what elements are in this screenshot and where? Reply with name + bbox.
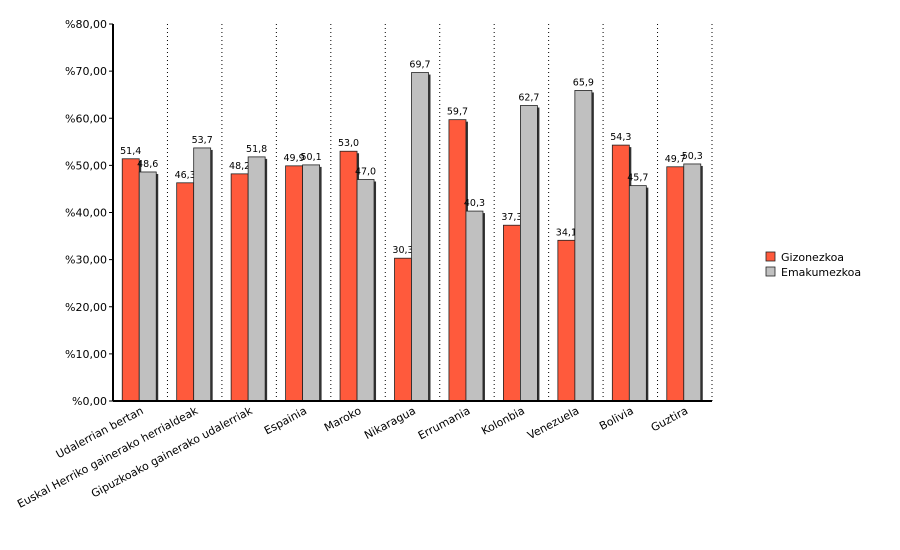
bar bbox=[628, 185, 647, 402]
value-label: 40,3 bbox=[464, 198, 485, 209]
value-label: 51,4 bbox=[120, 146, 141, 157]
legend-swatch bbox=[765, 251, 776, 262]
value-label: 48,6 bbox=[137, 159, 158, 170]
y-tick-label: %40,00 bbox=[65, 207, 107, 220]
legend-swatch bbox=[765, 266, 776, 277]
value-label: 49,7 bbox=[665, 154, 686, 165]
value-label: 50,1 bbox=[301, 152, 322, 163]
bar bbox=[574, 90, 593, 402]
legend-label: Emakumezkoa bbox=[781, 266, 861, 279]
y-tick-label: %60,00 bbox=[65, 112, 107, 125]
bar bbox=[121, 158, 140, 402]
bar bbox=[285, 165, 303, 402]
legend-label: Gizonezkoa bbox=[781, 251, 844, 264]
y-tick-label: %50,00 bbox=[65, 159, 107, 172]
bar bbox=[465, 210, 484, 402]
bar bbox=[193, 147, 212, 402]
y-tick-label: %70,00 bbox=[65, 65, 107, 78]
bar bbox=[230, 173, 249, 402]
x-tick-label: Udalerrian bertan bbox=[54, 404, 146, 461]
y-tick-label: %20,00 bbox=[65, 301, 107, 314]
bar bbox=[666, 166, 685, 402]
bar bbox=[176, 182, 195, 402]
x-tick-label: Kolonbia bbox=[479, 404, 527, 438]
value-label: 49,9 bbox=[284, 153, 305, 164]
value-label: 48,2 bbox=[229, 161, 250, 172]
bar bbox=[302, 164, 320, 402]
value-label: 45,7 bbox=[627, 173, 648, 184]
value-label: 34,1 bbox=[556, 227, 577, 238]
x-tick-label: Espainia bbox=[262, 404, 309, 437]
value-label: 53,7 bbox=[192, 135, 213, 146]
bar bbox=[339, 150, 358, 402]
x-tick-label: Nikaragua bbox=[362, 404, 418, 442]
value-label: 65,9 bbox=[573, 77, 594, 88]
bar bbox=[683, 163, 702, 402]
value-label: 50,3 bbox=[682, 151, 703, 162]
value-label: 37,3 bbox=[501, 212, 522, 223]
value-label: 47,0 bbox=[355, 167, 376, 178]
x-tick-label: Bolivia bbox=[597, 404, 636, 433]
x-tick-label: Maroko bbox=[322, 404, 364, 434]
value-label: 59,7 bbox=[447, 107, 468, 118]
value-label: 30,3 bbox=[392, 245, 413, 256]
y-tick-label: %80,00 bbox=[65, 18, 107, 31]
bar bbox=[557, 239, 576, 402]
value-label: 62,7 bbox=[518, 93, 539, 104]
bar bbox=[503, 224, 521, 402]
value-label: 51,8 bbox=[246, 144, 267, 155]
value-label: 54,3 bbox=[610, 132, 631, 143]
x-tick-label: Guztira bbox=[649, 404, 690, 434]
bar bbox=[356, 179, 375, 402]
value-label: 53,0 bbox=[338, 138, 359, 149]
value-label: 46,3 bbox=[175, 170, 196, 181]
x-tick-label: Venezuela bbox=[525, 404, 581, 442]
y-tick-label: %30,00 bbox=[65, 254, 107, 267]
y-tick-label: %0,00 bbox=[72, 395, 107, 408]
bar bbox=[448, 119, 467, 402]
bar bbox=[394, 257, 412, 402]
bar bbox=[411, 72, 429, 402]
bar bbox=[138, 171, 157, 402]
x-tick-label: Errumania bbox=[416, 404, 472, 442]
y-tick-label: %10,00 bbox=[65, 348, 107, 361]
value-label: 69,7 bbox=[409, 60, 430, 71]
bar bbox=[247, 156, 266, 402]
bar bbox=[520, 105, 538, 402]
